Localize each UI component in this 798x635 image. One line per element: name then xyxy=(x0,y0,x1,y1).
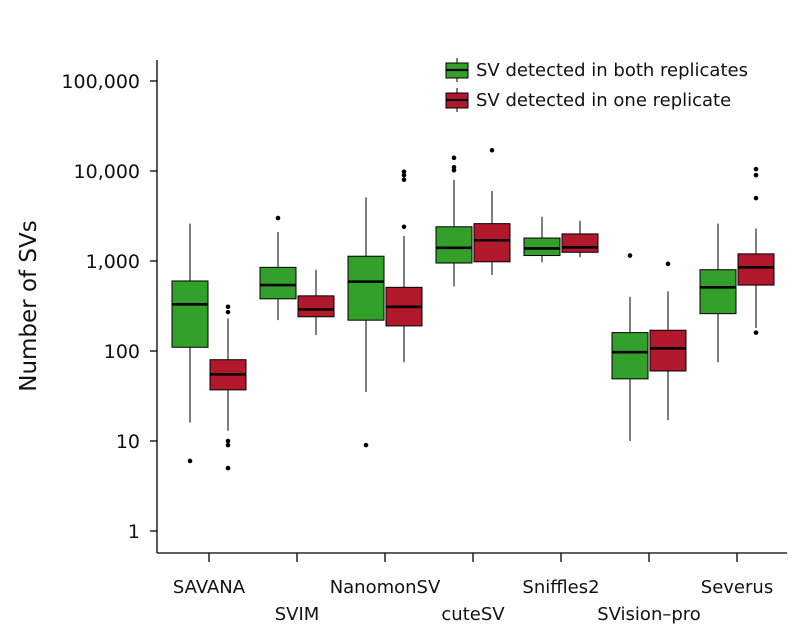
outlier-point xyxy=(753,166,759,172)
x-tick-label: NanomonSV xyxy=(330,577,441,598)
y-axis-title: Number of SVs xyxy=(16,220,42,392)
box-both-svision-pro xyxy=(611,253,649,441)
outlier-point xyxy=(753,195,759,201)
outlier-point xyxy=(401,224,407,230)
outlier-point xyxy=(225,442,231,448)
box-both-svim xyxy=(259,215,297,321)
iqr-box xyxy=(297,295,335,318)
axes xyxy=(156,60,787,554)
iqr-box xyxy=(171,280,209,348)
y-tick-label: 10,000 xyxy=(74,161,140,183)
box-both-cutesv xyxy=(435,155,473,287)
box-both-severus xyxy=(699,223,737,363)
box-one-svision-pro xyxy=(649,261,687,421)
outlier-point xyxy=(225,304,231,310)
outlier-point xyxy=(489,147,495,153)
iqr-box xyxy=(611,332,649,380)
iqr-box xyxy=(347,255,385,321)
iqr-box xyxy=(523,237,561,257)
y-tick-label: 100 xyxy=(104,341,140,363)
outlier-point xyxy=(275,215,281,221)
outlier-point xyxy=(451,164,457,170)
y-tick-label: 10 xyxy=(116,431,140,453)
outlier-point xyxy=(187,458,193,464)
box-one-cutesv xyxy=(473,147,511,275)
x-tick-label: SVision–pro xyxy=(597,604,701,625)
y-tick-label: 100,000 xyxy=(61,71,140,93)
iqr-box xyxy=(699,269,737,315)
outlier-point xyxy=(225,309,231,315)
box-both-savana xyxy=(171,223,209,464)
legend-item-both: SV detected in both replicates xyxy=(445,58,748,82)
outlier-point xyxy=(401,169,407,175)
outlier-point xyxy=(225,465,231,471)
y-tick-label: 1,000 xyxy=(86,251,140,273)
box-one-savana xyxy=(209,304,247,471)
y-ticks: 1 10 100 1,000 10,000 100,000 xyxy=(61,71,157,543)
outlier-point xyxy=(753,330,759,335)
y-tick-label: 1 xyxy=(128,521,140,543)
legend-label: SV detected in one replicate xyxy=(476,90,731,111)
x-tick-label: cuteSV xyxy=(441,604,505,625)
outlier-point xyxy=(451,155,457,161)
box-one-sniffles2 xyxy=(561,220,599,258)
outlier-point xyxy=(665,261,671,267)
outlier-point xyxy=(363,442,369,448)
iqr-box xyxy=(737,253,775,286)
iqr-box xyxy=(473,223,511,263)
iqr-box xyxy=(435,226,473,264)
box-one-nanomonsv xyxy=(385,169,423,363)
iqr-box xyxy=(259,266,297,300)
x-tick-label: SAVANA xyxy=(173,577,246,598)
boxes xyxy=(171,147,775,471)
outlier-point xyxy=(401,177,407,183)
box-both-nanomonsv xyxy=(347,197,385,448)
box-one-svim xyxy=(297,269,335,336)
x-tick-label: SVIM xyxy=(275,604,320,625)
legend: SV detected in both replicates SV detecte… xyxy=(445,58,748,112)
legend-label: SV detected in both replicates xyxy=(476,60,748,81)
box-both-sniffles2 xyxy=(523,216,561,263)
outlier-point xyxy=(753,172,759,178)
box-one-severus xyxy=(737,166,775,335)
x-tick-label: Severus xyxy=(701,577,773,598)
outlier-point xyxy=(401,172,407,178)
legend-item-one: SV detected in one replicate xyxy=(445,88,731,112)
iqr-box xyxy=(649,329,687,372)
outlier-point xyxy=(627,253,633,258)
outlier-point xyxy=(225,438,231,444)
iqr-box xyxy=(561,233,599,253)
x-tick-label: Sniffles2 xyxy=(522,577,599,598)
